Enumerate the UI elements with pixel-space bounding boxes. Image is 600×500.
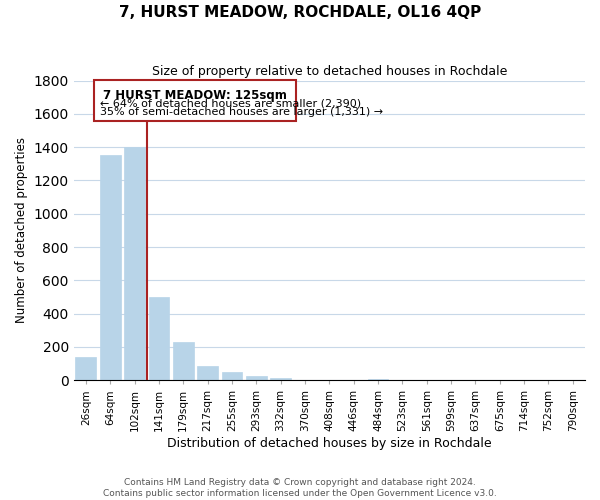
- Bar: [76, 357, 96, 380]
- Bar: [100, 156, 121, 380]
- Bar: [368, 378, 388, 380]
- Text: 35% of semi-detached houses are larger (1,331) →: 35% of semi-detached houses are larger (…: [100, 107, 383, 117]
- Bar: [94, 80, 296, 122]
- Text: ← 64% of detached houses are smaller (2,390): ← 64% of detached houses are smaller (2,…: [100, 98, 362, 108]
- Bar: [124, 147, 145, 380]
- Text: Contains HM Land Registry data © Crown copyright and database right 2024.
Contai: Contains HM Land Registry data © Crown c…: [103, 478, 497, 498]
- Bar: [270, 378, 291, 380]
- Text: 7 HURST MEADOW: 125sqm: 7 HURST MEADOW: 125sqm: [103, 89, 287, 102]
- X-axis label: Distribution of detached houses by size in Rochdale: Distribution of detached houses by size …: [167, 437, 491, 450]
- Text: 7, HURST MEADOW, ROCHDALE, OL16 4QP: 7, HURST MEADOW, ROCHDALE, OL16 4QP: [119, 5, 481, 20]
- Title: Size of property relative to detached houses in Rochdale: Size of property relative to detached ho…: [152, 65, 507, 78]
- Bar: [149, 297, 169, 380]
- Y-axis label: Number of detached properties: Number of detached properties: [15, 138, 28, 324]
- Bar: [197, 366, 218, 380]
- Bar: [221, 372, 242, 380]
- Bar: [173, 342, 194, 380]
- Bar: [246, 376, 266, 380]
